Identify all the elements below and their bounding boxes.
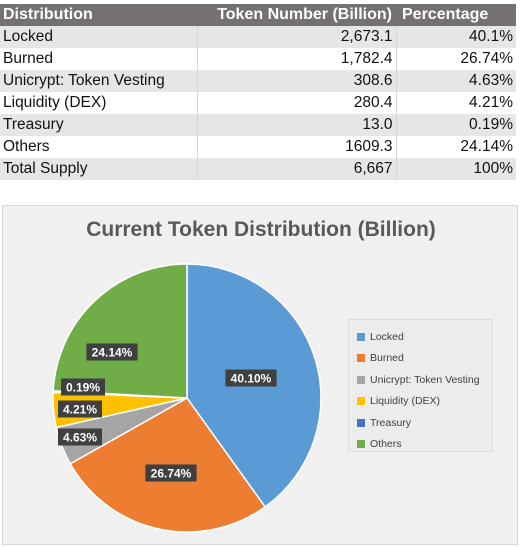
legend-label: Burned <box>370 352 404 365</box>
cell-distribution: Locked <box>0 26 197 48</box>
cell-percentage: 4.63% <box>395 70 516 92</box>
legend-label: Treasury <box>370 416 412 429</box>
table-row: Unicrypt: Token Vesting 308.6 4.63% <box>0 70 516 92</box>
header-distribution: Distribution <box>0 4 197 26</box>
cell-token-number: 13.0 <box>196 114 396 136</box>
pie-slice-others <box>52 263 188 399</box>
table-row: Others 1609.3 24.14% <box>0 136 516 158</box>
token-distribution-table: Distribution Token Number (Billion) Perc… <box>0 4 516 180</box>
cell-percentage: 0.19% <box>395 114 516 136</box>
table-row: Burned 1,782.4 26.74% <box>0 48 516 70</box>
legend-swatch <box>357 397 365 406</box>
chart-panel: Current Token Distribution (Billion) 40.… <box>2 205 518 545</box>
data-label-text: 0.19% <box>66 381 100 395</box>
legend-label: Unicrypt: Token Vesting <box>370 373 480 386</box>
cell-token-number: 1,782.4 <box>196 48 396 70</box>
chart-legend: Locked Burned Unicrypt: Token Vesting Liqui… <box>348 319 493 452</box>
data-label-text: 4.21% <box>63 403 97 417</box>
data-label-unicrypt-token-vesting: 4.63% <box>58 428 102 446</box>
table-row-total: Total Supply 6,667 100% <box>0 158 516 180</box>
table-row: Liquidity (DEX) 280.4 4.21% <box>0 92 516 114</box>
legend-swatch <box>357 418 365 427</box>
cell-distribution: Treasury <box>0 114 197 136</box>
pie-chart: 40.10% 26.74% 4.63% 4.21% 0.19% 24.14% <box>52 263 322 533</box>
legend-label: Locked <box>370 330 404 343</box>
table-header-row: Distribution Token Number (Billion) Perc… <box>0 4 516 26</box>
table-row: Treasury 13.0 0.19% <box>0 114 516 136</box>
cell-token-number: 2,673.1 <box>196 26 396 48</box>
table-row: Locked 2,673.1 40.1% <box>0 26 516 48</box>
cell-percentage: 26.74% <box>395 48 516 70</box>
data-label-liquidity-dex: 4.21% <box>58 400 102 418</box>
data-label-text: 4.63% <box>63 431 97 445</box>
cell-distribution: Others <box>0 136 197 158</box>
cell-distribution: Unicrypt: Token Vesting <box>0 70 197 92</box>
legend-item-unicrypt-token-vesting: Unicrypt: Token Vesting <box>349 369 492 391</box>
chart-title: Current Token Distribution (Billion) <box>86 218 436 241</box>
cell-distribution: Total Supply <box>0 158 197 180</box>
legend-swatch <box>357 354 365 363</box>
legend-label: Liquidity (DEX) <box>370 395 441 408</box>
legend-item-burned: Burned <box>349 348 492 370</box>
cell-percentage: 4.21% <box>395 92 516 114</box>
cell-percentage: 24.14% <box>395 136 516 158</box>
data-label-treasury: 0.19% <box>61 378 105 396</box>
legend-swatch <box>357 440 365 449</box>
data-label-text: 24.14% <box>92 346 133 360</box>
data-label-text: 26.74% <box>151 467 192 481</box>
legend-label: Others <box>370 438 402 451</box>
legend-item-others: Others <box>349 434 492 456</box>
data-label-others: 24.14% <box>86 343 138 361</box>
legend-item-liquidity-dex: Liquidity (DEX) <box>349 391 492 413</box>
legend-swatch <box>357 375 365 384</box>
data-label-text: 40.10% <box>231 372 272 386</box>
cell-percentage: 100% <box>395 158 516 180</box>
header-percentage: Percentage <box>396 4 516 26</box>
legend-item-treasury: Treasury <box>349 412 492 434</box>
cell-token-number: 280.4 <box>196 92 396 114</box>
cell-token-number: 1609.3 <box>196 136 396 158</box>
legend-swatch <box>357 332 365 341</box>
cell-distribution: Burned <box>0 48 197 70</box>
data-label-burned: 26.74% <box>145 464 197 482</box>
legend-item-locked: Locked <box>349 326 492 348</box>
header-token-number: Token Number (Billion) <box>197 4 396 26</box>
cell-distribution: Liquidity (DEX) <box>0 92 197 114</box>
cell-token-number: 6,667 <box>196 158 396 180</box>
cell-percentage: 40.1% <box>395 26 516 48</box>
cell-token-number: 308.6 <box>196 70 396 92</box>
data-label-locked: 40.10% <box>225 369 277 387</box>
